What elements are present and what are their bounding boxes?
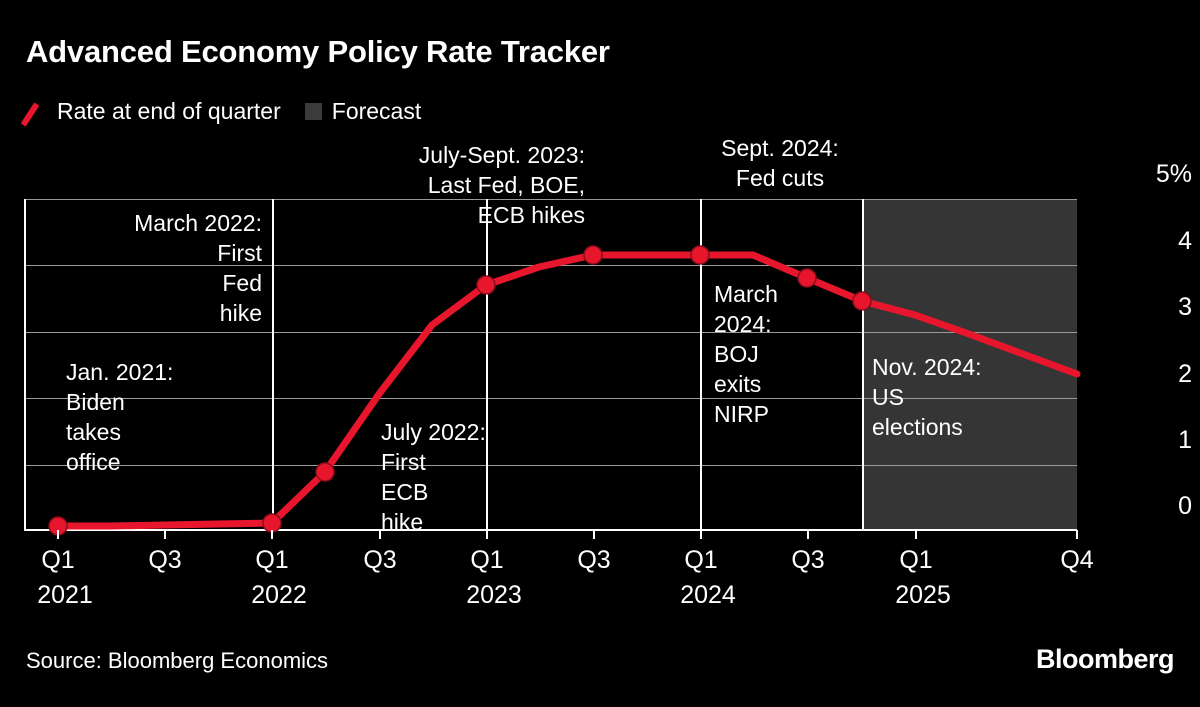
y-axis-label-3: 3 bbox=[1178, 293, 1192, 321]
legend-label-forecast: Forecast bbox=[331, 97, 422, 124]
data-point bbox=[690, 245, 710, 265]
x-tick-mark bbox=[271, 530, 273, 539]
x-tick-mark bbox=[700, 530, 702, 539]
bloomberg-logo: Bloomberg bbox=[1035, 644, 1175, 674]
y-axis-label-0: 0 bbox=[1178, 492, 1192, 520]
vline-q1-2022 bbox=[272, 199, 274, 530]
chart-legend: Rate at end of quarter Forecast bbox=[26, 97, 421, 125]
data-point bbox=[583, 245, 603, 265]
plot-area bbox=[24, 199, 1081, 536]
gridline-1 bbox=[24, 465, 1077, 466]
legend-label-rate: Rate at end of quarter bbox=[57, 97, 281, 124]
x-tick-label: Q3 bbox=[791, 546, 825, 574]
page-title: Advanced Economy Policy Rate Tracker bbox=[26, 34, 610, 69]
x-tick-mark bbox=[379, 530, 381, 539]
vline-q1-2024 bbox=[700, 199, 702, 530]
line-swatch-icon bbox=[26, 100, 48, 122]
x-tick-label: Q3 bbox=[363, 546, 397, 574]
vline-forecast-start bbox=[862, 199, 864, 530]
x-tick-mark bbox=[807, 530, 809, 539]
y-axis-label-2: 2 bbox=[1178, 360, 1192, 388]
data-point bbox=[476, 275, 496, 295]
box-swatch-icon bbox=[304, 102, 322, 120]
x-tick-label: Q3 bbox=[148, 546, 182, 574]
x-axis: Q1 Q3 Q1 Q3 Q1 Q3 Q1 Q3 Q1 Q4 2021 2022 … bbox=[0, 530, 1200, 630]
x-tick-year: 2024 bbox=[680, 581, 736, 609]
x-tick-mark bbox=[486, 530, 488, 539]
x-tick-year: 2021 bbox=[37, 581, 93, 609]
y-axis-label-1: 1 bbox=[1178, 426, 1192, 454]
rate-line-series bbox=[48, 245, 1081, 536]
x-tick-label: Q1 bbox=[41, 546, 75, 574]
y-axis-label-4: 4 bbox=[1178, 227, 1192, 255]
rate-line-path bbox=[54, 251, 1081, 530]
x-tick-mark bbox=[915, 530, 917, 539]
legend-item-rate: Rate at end of quarter bbox=[26, 97, 281, 125]
gridline-0-baseline bbox=[24, 529, 1077, 531]
x-tick-mark bbox=[164, 530, 166, 539]
x-tick-mark bbox=[57, 530, 59, 539]
x-tick-year: 2025 bbox=[895, 581, 951, 609]
vline-q1-2023 bbox=[486, 199, 488, 530]
annotation-sept-2024-fed-cuts: Sept. 2024: Fed cuts bbox=[721, 135, 839, 191]
x-tick-label: Q1 bbox=[899, 546, 933, 574]
forecast-shaded-region bbox=[862, 199, 1077, 530]
x-tick-label: Q1 bbox=[470, 546, 504, 574]
annotation-jan-2021-biden: Jan. 2021: Biden takes office bbox=[66, 359, 174, 475]
data-point bbox=[315, 462, 335, 482]
legend-item-forecast: Forecast bbox=[281, 97, 421, 125]
gridline-5 bbox=[24, 199, 1077, 200]
x-tick-label: Q1 bbox=[255, 546, 289, 574]
y-axis-label-5: 5% bbox=[1155, 160, 1192, 188]
gridline-3 bbox=[24, 332, 1077, 333]
data-point-markers bbox=[48, 245, 872, 536]
annotation-march-2024-boj-nirp: March 2024: BOJ exits NIRP bbox=[714, 281, 778, 427]
x-tick-year: 2022 bbox=[251, 581, 307, 609]
annotation-nov-2024-us-elections: Nov. 2024: US elections bbox=[872, 354, 982, 440]
data-point bbox=[852, 291, 872, 311]
data-point bbox=[797, 268, 817, 288]
x-tick-label: Q3 bbox=[577, 546, 611, 574]
x-tick-label: Q1 bbox=[684, 546, 718, 574]
x-tick-year: 2023 bbox=[466, 581, 522, 609]
annotation-july-sept-2023-last-hikes: July-Sept. 2023: Last Fed, BOE, ECB hike… bbox=[418, 142, 585, 228]
x-tick-label: Q4 bbox=[1060, 546, 1094, 574]
gridline-2 bbox=[24, 398, 1077, 399]
source-credit: Source: Bloomberg Economics bbox=[26, 648, 329, 673]
annotation-march-2022-fed-hike: March 2022: First Fed hike bbox=[134, 210, 262, 326]
annotation-july-2022-ecb-hike: July 2022: First ECB hike bbox=[381, 419, 486, 535]
x-tick-mark bbox=[593, 530, 595, 539]
vline-chart-left-edge bbox=[24, 199, 26, 530]
x-tick-mark bbox=[1076, 530, 1078, 539]
